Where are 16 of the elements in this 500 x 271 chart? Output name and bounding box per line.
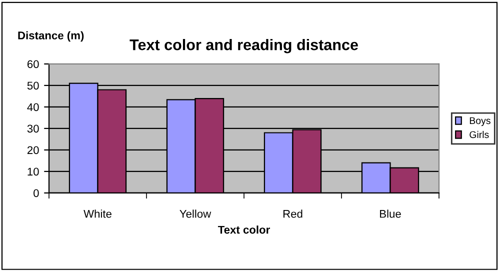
y-tick-label: 30 [27, 124, 39, 133]
y-tick-label: 50 [27, 82, 39, 90]
x-tick-label: Red [283, 210, 302, 218]
legend-label: Girls [470, 130, 489, 138]
y-tick-label: 40 [27, 103, 39, 112]
y-tick-label: 20 [27, 146, 39, 154]
x-axis-title: Text color [218, 226, 270, 234]
x-tick-label: Yellow [180, 210, 212, 218]
chart-title: Text color and reading distance [130, 38, 358, 54]
x-tick-label: White [84, 210, 112, 218]
x-tick-label: Blue [380, 210, 401, 218]
y-axis-title: Distance (m) [18, 31, 84, 42]
legend-label: Boys [470, 117, 490, 126]
y-tick-label: 60 [27, 60, 39, 68]
y-tick-label: 10 [28, 168, 39, 176]
y-tick-label: 0 [34, 189, 39, 198]
